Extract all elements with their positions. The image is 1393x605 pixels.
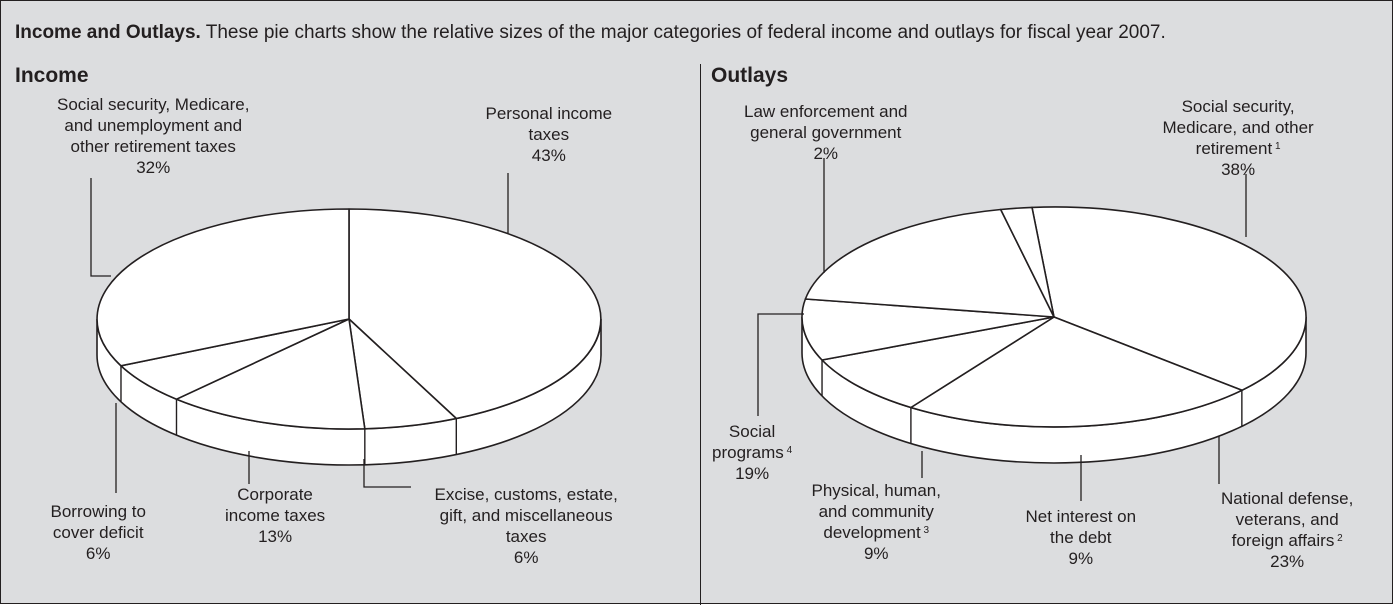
income-slice-label-2-line-0: Corporate — [237, 485, 313, 504]
income-slice-value-4: 32% — [136, 158, 171, 177]
income-slice-label-1: Excise, customs, estate, gift, and miscel… — [435, 484, 618, 568]
outlays-slice-label-3-line-1: and community — [818, 502, 934, 521]
income-chart-title: Income — [15, 64, 89, 87]
outlays-slice-label-1-line-1: veterans, and — [1235, 510, 1339, 529]
outlays-leader-line-4 — [757, 313, 804, 416]
income-slice-value-1: 6% — [513, 548, 539, 567]
outlays-slice-footnote-0: 1 — [1272, 141, 1281, 152]
outlays-slice-footnote-4: 4 — [783, 445, 793, 456]
income-slice-label-0-line-0: Personal income — [485, 104, 613, 123]
outlays-slice-label-0-line-2: retirement 1 — [1195, 139, 1281, 158]
outlays-slice-label-3-line-2: development 3 — [823, 523, 930, 542]
outlays-slice-footnote-3: 3 — [920, 525, 930, 536]
outlays-slice-label-2: Net interest on the debt 9% — [1026, 506, 1137, 569]
outlays-slice-label-1-line-0: National defense, — [1221, 489, 1354, 508]
outlays-slice-value-5: 2% — [813, 144, 839, 163]
income-slice-4 — [96, 208, 350, 367]
income-leader-line-4 — [90, 178, 111, 277]
outlays-slice-value-2: 9% — [1068, 549, 1094, 568]
outlays-slice-label-1: National defense, veterans, and foreign af… — [1221, 488, 1353, 572]
income-slice-label-1-line-1: gift, and miscellaneous — [439, 506, 613, 525]
outlays-slice-label-5: Law enforcement and general government 2% — [744, 101, 908, 164]
income-slice-label-3-line-1: cover deficit — [52, 523, 144, 542]
income-leader-line-1 — [363, 459, 411, 488]
outlays-slice-label-2-line-1: the debt — [1050, 528, 1112, 547]
outlays-slice-5 — [999, 206, 1055, 318]
caption-lead: Income and Outlays. — [15, 22, 201, 43]
outlays-slice-value-3: 9% — [863, 544, 889, 563]
outlays-slice-label-4-line-1: programs 4 — [712, 443, 793, 462]
income-slice-label-3: Borrowing to cover deficit 6% — [51, 501, 146, 564]
outlays-slice-label-0: Social security, Medicare, and other retir… — [1163, 96, 1314, 180]
outlays-slice-label-5-line-1: general government — [750, 123, 902, 142]
outlays-slice-value-0: 38% — [1221, 160, 1256, 179]
outlays-slice-1 — [910, 316, 1243, 428]
caption-text: These pie charts show the relative sizes… — [200, 22, 1166, 43]
income-slice-value-3: 6% — [85, 544, 111, 563]
outlays-slice-4 — [804, 208, 1055, 318]
outlays-slice-label-0-line-1: Medicare, and other — [1162, 118, 1314, 137]
outlays-slice-3 — [801, 298, 1055, 361]
outlays-slice-label-4-line-0: Social — [728, 422, 776, 441]
figure-caption: Income and Outlays. These pie charts sho… — [15, 21, 1385, 45]
outlays-slice-value-4: 19% — [735, 464, 770, 483]
outlays-slice-2 — [821, 316, 1055, 409]
income-slice-label-0: Personal income taxes 43% — [486, 103, 613, 166]
outlays-slice-label-0-line-0: Social security, — [1181, 97, 1295, 116]
income-slice-label-4-line-0: Social security, Medicare, — [57, 95, 250, 114]
panel-divider — [700, 64, 701, 605]
income-slice-2 — [175, 318, 366, 430]
income-slice-label-0-line-1: taxes — [528, 125, 570, 144]
income-slice-label-4-line-2: other retirement taxes — [70, 137, 236, 156]
outlays-slice-label-1-line-2: foreign affairs 2 — [1231, 531, 1343, 550]
outlays-slice-value-1: 23% — [1270, 552, 1305, 571]
income-slice-label-4: Social security, Medicare, and unemployme… — [57, 94, 249, 178]
outlays-slice-label-5-line-0: Law enforcement and — [744, 102, 908, 121]
outlays-slice-label-3: Physical, human, and community development… — [812, 480, 941, 564]
income-slice-label-2: Corporate income taxes 13% — [225, 484, 325, 547]
outlays-slice-label-4: Social programs 4 19% — [712, 421, 792, 484]
income-slice-label-4-line-1: and unemployment and — [64, 116, 243, 135]
outlays-chart-title: Outlays — [711, 64, 789, 87]
outlays-slice-label-3-line-0: Physical, human, — [811, 481, 941, 500]
outlays-slice-footnote-1: 2 — [1334, 533, 1343, 544]
income-slice-label-1-line-2: taxes — [505, 527, 547, 546]
income-slice-0 — [348, 208, 602, 420]
income-slice-value-2: 13% — [258, 527, 293, 546]
income-slice-label-2-line-1: income taxes — [225, 506, 326, 525]
outlays-slice-0 — [1031, 206, 1307, 392]
outlays-slice-label-2-line-0: Net interest on — [1025, 507, 1137, 526]
income-slice-label-3-line-0: Borrowing to — [50, 502, 146, 521]
income-slice-value-0: 43% — [531, 146, 566, 165]
income-slice-label-1-line-0: Excise, customs, estate, — [434, 485, 618, 504]
